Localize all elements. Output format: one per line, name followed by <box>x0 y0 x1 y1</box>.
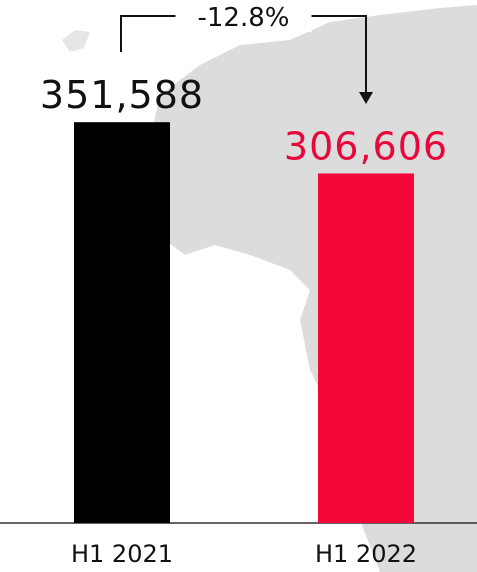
bar-h1-2021 <box>74 122 170 523</box>
x-tick-label-h1-2022: H1 2022 <box>315 540 417 568</box>
change-percentage-label: -12.8% <box>198 3 290 33</box>
bar-h1-2022 <box>318 173 414 523</box>
value-label-h1-2022: 306,606 <box>284 124 448 168</box>
change-arrow-icon <box>359 92 373 104</box>
value-label-h1-2021: 351,588 <box>40 73 204 117</box>
x-tick-label-h1-2021: H1 2021 <box>71 540 173 568</box>
change-label-background <box>175 2 312 32</box>
